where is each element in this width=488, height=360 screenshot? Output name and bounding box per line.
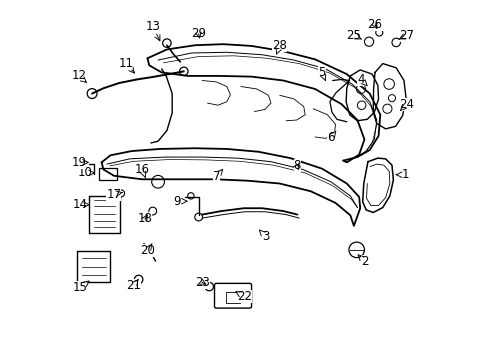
Text: 12: 12 bbox=[71, 69, 86, 82]
Text: 21: 21 bbox=[125, 279, 141, 292]
Text: 2: 2 bbox=[360, 255, 367, 267]
Text: 23: 23 bbox=[194, 276, 209, 289]
Text: 18: 18 bbox=[137, 212, 152, 225]
Text: 26: 26 bbox=[367, 18, 382, 31]
Text: 16: 16 bbox=[134, 163, 149, 176]
Text: 25: 25 bbox=[346, 29, 361, 42]
Text: 28: 28 bbox=[272, 40, 286, 53]
Text: 4: 4 bbox=[356, 73, 364, 86]
Text: 11: 11 bbox=[119, 57, 134, 70]
Text: 29: 29 bbox=[191, 27, 206, 40]
Text: 10: 10 bbox=[78, 166, 92, 179]
Text: 20: 20 bbox=[140, 244, 155, 257]
Text: 14: 14 bbox=[73, 198, 88, 211]
Text: 1: 1 bbox=[401, 168, 408, 181]
Text: 5: 5 bbox=[318, 66, 325, 79]
Text: 13: 13 bbox=[145, 20, 160, 33]
Text: 17: 17 bbox=[106, 188, 121, 201]
Text: 6: 6 bbox=[326, 131, 334, 144]
Bar bbox=[225, 292, 240, 303]
Text: 19: 19 bbox=[71, 156, 86, 169]
Text: 3: 3 bbox=[262, 230, 269, 243]
FancyBboxPatch shape bbox=[214, 283, 251, 308]
Text: 7: 7 bbox=[212, 170, 220, 183]
Text: 22: 22 bbox=[237, 290, 251, 303]
Text: 9: 9 bbox=[173, 195, 181, 208]
Text: 27: 27 bbox=[399, 29, 413, 42]
Text: 24: 24 bbox=[399, 98, 413, 111]
Text: 8: 8 bbox=[293, 159, 301, 172]
Text: 15: 15 bbox=[73, 281, 88, 294]
